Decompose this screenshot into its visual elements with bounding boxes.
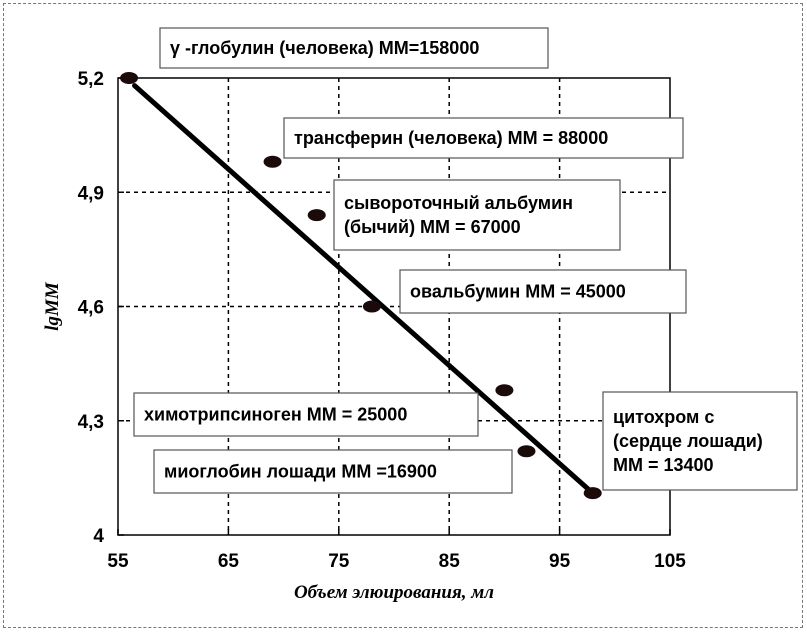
- y-tick-label: 4,9: [78, 183, 104, 204]
- chart-frame: [3, 3, 803, 628]
- annotation-box: γ -глобулин (человека) ММ=158000: [159, 27, 549, 69]
- annotation-label: цитохром с: [613, 407, 714, 427]
- annotation-label: овальбумин ММ = 45000: [410, 282, 626, 302]
- y-tick-label: 4,3: [78, 412, 104, 433]
- x-tick-label: 95: [549, 551, 571, 572]
- annotation-label: химотрипсиноген ММ = 25000: [144, 405, 407, 425]
- annotation-box: миоглобин лошади ММ =16900: [153, 449, 513, 494]
- trend-line: [132, 83, 596, 496]
- x-tick-label: 65: [218, 551, 240, 572]
- annotation-box: сывороточный альбумин (бычий) ММ = 67000: [333, 179, 621, 251]
- annotation-box: трансферин (человека) ММ = 88000: [283, 117, 684, 159]
- x-tick-label: 55: [107, 551, 129, 572]
- y-tick-label: 5,2: [78, 69, 104, 90]
- data-point: [495, 384, 514, 397]
- y-axis-label: lgMM: [42, 281, 63, 331]
- x-tick-label: 75: [328, 551, 350, 572]
- data-point: [362, 300, 381, 313]
- data-point: [517, 445, 536, 458]
- annotation-label: ММ = 13400: [613, 455, 714, 475]
- data-point: [120, 72, 139, 84]
- annotation-label: (бычий) ММ = 67000: [344, 217, 521, 237]
- y-tick-label: 4,6: [78, 298, 104, 319]
- annotation-label: сывороточный альбумин: [344, 193, 573, 213]
- data-points: [120, 72, 602, 500]
- annotation-box: овальбумин ММ = 45000: [399, 269, 687, 314]
- x-axis-label: Объем элюирования, мл: [294, 582, 494, 603]
- data-point: [583, 487, 602, 500]
- y-axis: 4 4,3 4,6 4,9 5,2: [78, 69, 124, 547]
- x-axis: 55 65 75 85 95 105: [107, 529, 686, 572]
- annotation-box: цитохром с (сердце лошади) ММ = 13400: [602, 391, 798, 491]
- annotation-label: (сердце лошади): [613, 431, 763, 451]
- annotation-label: миоглобин лошади ММ =16900: [164, 462, 437, 482]
- annotation-label: γ -глобулин (человека) ММ=158000: [170, 38, 479, 58]
- annotation-label: трансферин (человека) ММ = 88000: [294, 128, 608, 148]
- x-tick-label: 85: [439, 551, 461, 572]
- annotations: γ -глобулин (человека) ММ=158000 трансфер…: [133, 27, 798, 494]
- data-point: [263, 155, 282, 168]
- annotation-box: химотрипсиноген ММ = 25000: [133, 392, 479, 437]
- x-tick-label: 105: [654, 551, 686, 572]
- data-point: [307, 209, 326, 222]
- y-tick-label: 4: [93, 526, 104, 547]
